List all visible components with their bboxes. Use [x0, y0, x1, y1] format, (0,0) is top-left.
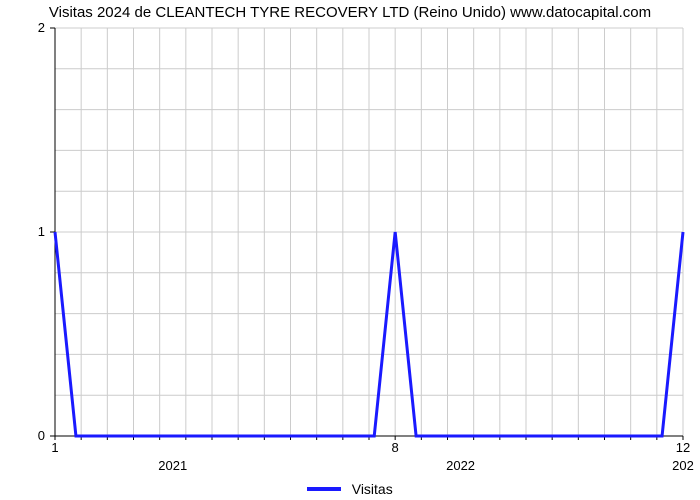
- x-year-label: 2022: [446, 458, 475, 473]
- y-tick-label: 1: [0, 224, 45, 239]
- x-tick-label: 8: [392, 440, 399, 455]
- x-tick-label: 12: [676, 440, 690, 455]
- y-tick-label: 2: [0, 20, 45, 35]
- x-tick-label: 1: [51, 440, 58, 455]
- legend-swatch: [307, 487, 341, 491]
- y-tick-label: 0: [0, 428, 45, 443]
- line-chart: [0, 0, 700, 500]
- x-year-label: 2021: [158, 458, 187, 473]
- legend-label: Visitas: [352, 481, 393, 497]
- legend: Visitas: [0, 480, 700, 498]
- x-year-label: 202: [672, 458, 694, 473]
